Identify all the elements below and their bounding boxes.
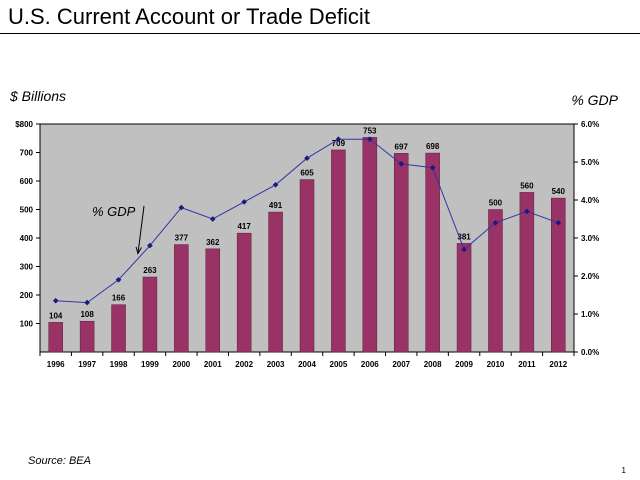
x-axis-tick-label: 2005 — [330, 360, 348, 369]
chart-root: 100 200 300 400 500 600 700 $800 0.0% 1.0% 2.0% 3.0… — [15, 120, 599, 369]
bar — [456, 243, 472, 353]
x-axis-tick-label: 2004 — [298, 360, 316, 369]
bar-data-label: 491 — [269, 201, 283, 210]
bar-data-label: 698 — [426, 142, 440, 151]
bar-data-label: 104 — [49, 311, 63, 320]
bar — [331, 149, 346, 353]
right-axis-tick-label: 5.0% — [581, 158, 599, 167]
bar — [174, 244, 189, 353]
bar-data-label: 108 — [80, 310, 94, 319]
left-axis-tick-label: 100 — [20, 320, 34, 329]
bar-data-label: 417 — [237, 222, 251, 231]
gdp-marker — [366, 136, 373, 143]
bar-data-label: 605 — [300, 169, 314, 178]
right-axis-tick-label: 4.0% — [581, 196, 599, 205]
bar — [236, 232, 252, 353]
gdp-marker — [335, 136, 342, 143]
left-axis-tick-label: $800 — [15, 120, 33, 129]
bar — [142, 276, 158, 353]
bar — [488, 209, 503, 353]
right-axis-unit-label: % GDP — [571, 92, 618, 108]
bar-data-label: 697 — [395, 142, 409, 151]
right-axis-tick-label: 2.0% — [581, 272, 599, 281]
x-axis-tick-label: 1998 — [110, 360, 128, 369]
bar — [111, 304, 126, 353]
x-axis-tick-label: 2006 — [361, 360, 379, 369]
right-axis-tick-label: 6.0% — [581, 120, 599, 129]
gdp-marker — [84, 299, 90, 306]
gdp-annotation-arrow-line — [137, 205, 145, 254]
left-axis-tick-label: 700 — [20, 149, 34, 158]
left-axis-tick-label: 500 — [20, 206, 34, 215]
bar — [205, 248, 221, 353]
bar — [362, 137, 378, 353]
bar-data-label: 560 — [520, 181, 534, 190]
right-axis-tick-label: 3.0% — [581, 234, 599, 243]
gdp-marker — [241, 199, 248, 205]
x-axis-tick-label: 2003 — [267, 360, 285, 369]
gdp-marker — [398, 161, 405, 167]
x-axis-tick-label: 1997 — [78, 360, 96, 369]
gdp-annotation-arrow-head — [135, 246, 142, 255]
left-axis-tick-label: 300 — [20, 263, 34, 272]
x-axis-tick-label: 1996 — [47, 360, 65, 369]
gdp-marker — [147, 242, 153, 249]
bar-data-label: 362 — [206, 238, 220, 247]
x-axis-tick-label: 2009 — [455, 360, 473, 369]
bar — [299, 179, 315, 353]
gdp-marker — [178, 204, 185, 211]
title-divider — [0, 33, 640, 34]
gdp-marker — [461, 246, 467, 253]
gdp-marker — [304, 155, 310, 162]
bar-data-label: 540 — [552, 187, 566, 196]
bar — [551, 197, 566, 353]
x-axis-tick-label: 2010 — [487, 360, 505, 369]
bar-data-label: 381 — [457, 232, 471, 241]
x-axis-tick-label: 2011 — [518, 360, 536, 369]
bar — [393, 153, 409, 353]
gdp-annotation-label: % GDP — [92, 204, 136, 219]
left-axis-tick-label: 400 — [20, 234, 34, 243]
left-axis-tick-label: 600 — [20, 177, 34, 186]
bar-data-label: 709 — [332, 139, 346, 148]
x-axis-tick-label: 2007 — [392, 360, 410, 369]
bar-data-label: 166 — [112, 294, 126, 303]
x-axis-tick-label: 1999 — [141, 360, 159, 369]
slide-title: U.S. Current Account or Trade Deficit — [8, 4, 370, 29]
bar-data-label: 753 — [363, 126, 377, 135]
gdp-marker — [524, 208, 530, 215]
left-axis-unit-label: $ Billions — [10, 88, 67, 104]
gdp-marker — [272, 181, 279, 188]
left-axis-tick-label: 200 — [20, 291, 34, 300]
x-axis-tick-label: 2000 — [172, 360, 190, 369]
bar — [425, 152, 440, 353]
bar — [268, 211, 283, 353]
bar — [519, 192, 535, 353]
gdp-marker — [555, 219, 562, 226]
bar-data-label: 263 — [143, 266, 157, 275]
gdp-marker — [492, 219, 499, 226]
gdp-marker — [429, 164, 436, 171]
bar-data-label: 377 — [175, 234, 189, 243]
right-axis-tick-label: 0.0% — [581, 348, 599, 357]
x-axis-tick-label: 2002 — [235, 360, 253, 369]
page-number: 1 — [621, 466, 626, 475]
x-axis-tick-label: 2012 — [549, 360, 567, 369]
x-axis-tick-label: 2001 — [204, 360, 222, 369]
bar — [79, 320, 95, 353]
x-axis-tick-label: 2008 — [424, 360, 442, 369]
gdp-marker — [115, 276, 122, 283]
gdp-marker — [209, 216, 216, 222]
bar — [48, 322, 63, 353]
right-axis-tick-label: 1.0% — [581, 310, 599, 319]
source-note: Source: BEA — [28, 455, 91, 467]
bar-data-label: 500 — [489, 199, 503, 208]
